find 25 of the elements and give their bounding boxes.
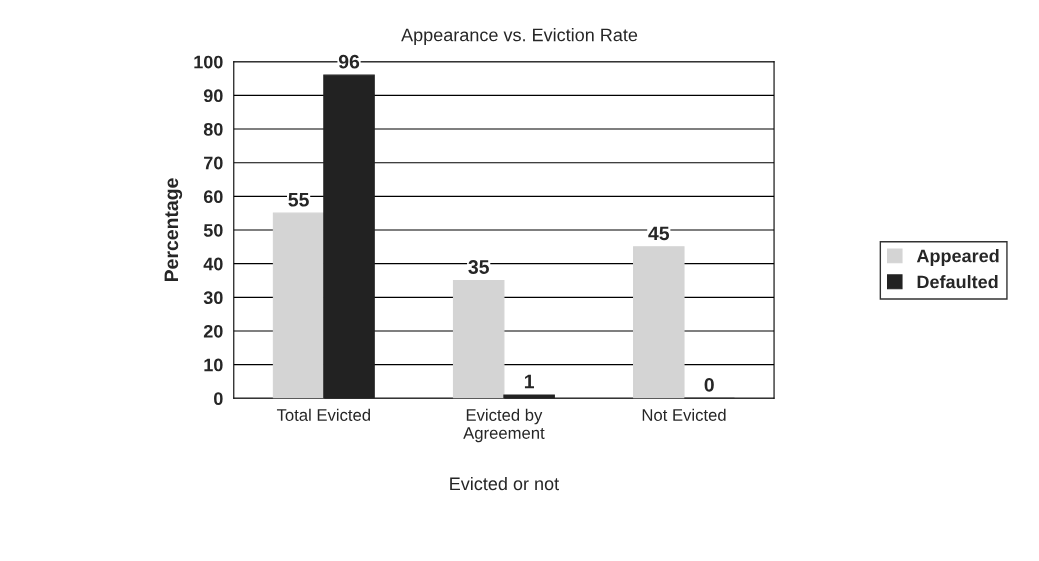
y-tick-label: 50 [203, 223, 223, 237]
legend-label: Appeared [916, 249, 999, 266]
y-tick-label: 20 [203, 324, 223, 338]
y-tick-label: 90 [203, 89, 223, 103]
y-tick-label: 40 [203, 257, 223, 271]
x-tick-label: Total Evicted [276, 408, 370, 421]
data-label: 96 [338, 54, 360, 69]
y-tick-label: 60 [203, 190, 223, 204]
x-axis-title: Evicted or not [450, 476, 559, 491]
x-tick-label: Evicted by Agreement [463, 408, 545, 443]
y-tick-label: 70 [204, 156, 223, 170]
y-tick-label: 0 [214, 392, 223, 406]
data-label: 1 [524, 374, 534, 389]
x-tick-label: Not Evicted [642, 408, 726, 421]
chart-title: Appearance vs. Eviction Rate [401, 28, 638, 45]
data-label: 35 [468, 260, 489, 274]
y-axis-title: Percentage [164, 178, 183, 282]
y-tick-label: 100 [194, 55, 223, 69]
legend-label: Defaulted [917, 275, 998, 289]
y-tick-label: 80 [203, 122, 223, 136]
data-label: 45 [648, 226, 670, 241]
y-tick-label: 10 [204, 358, 223, 372]
data-label: 0 [704, 377, 714, 392]
data-label: 55 [288, 192, 309, 207]
y-tick-label: 30 [203, 291, 223, 305]
